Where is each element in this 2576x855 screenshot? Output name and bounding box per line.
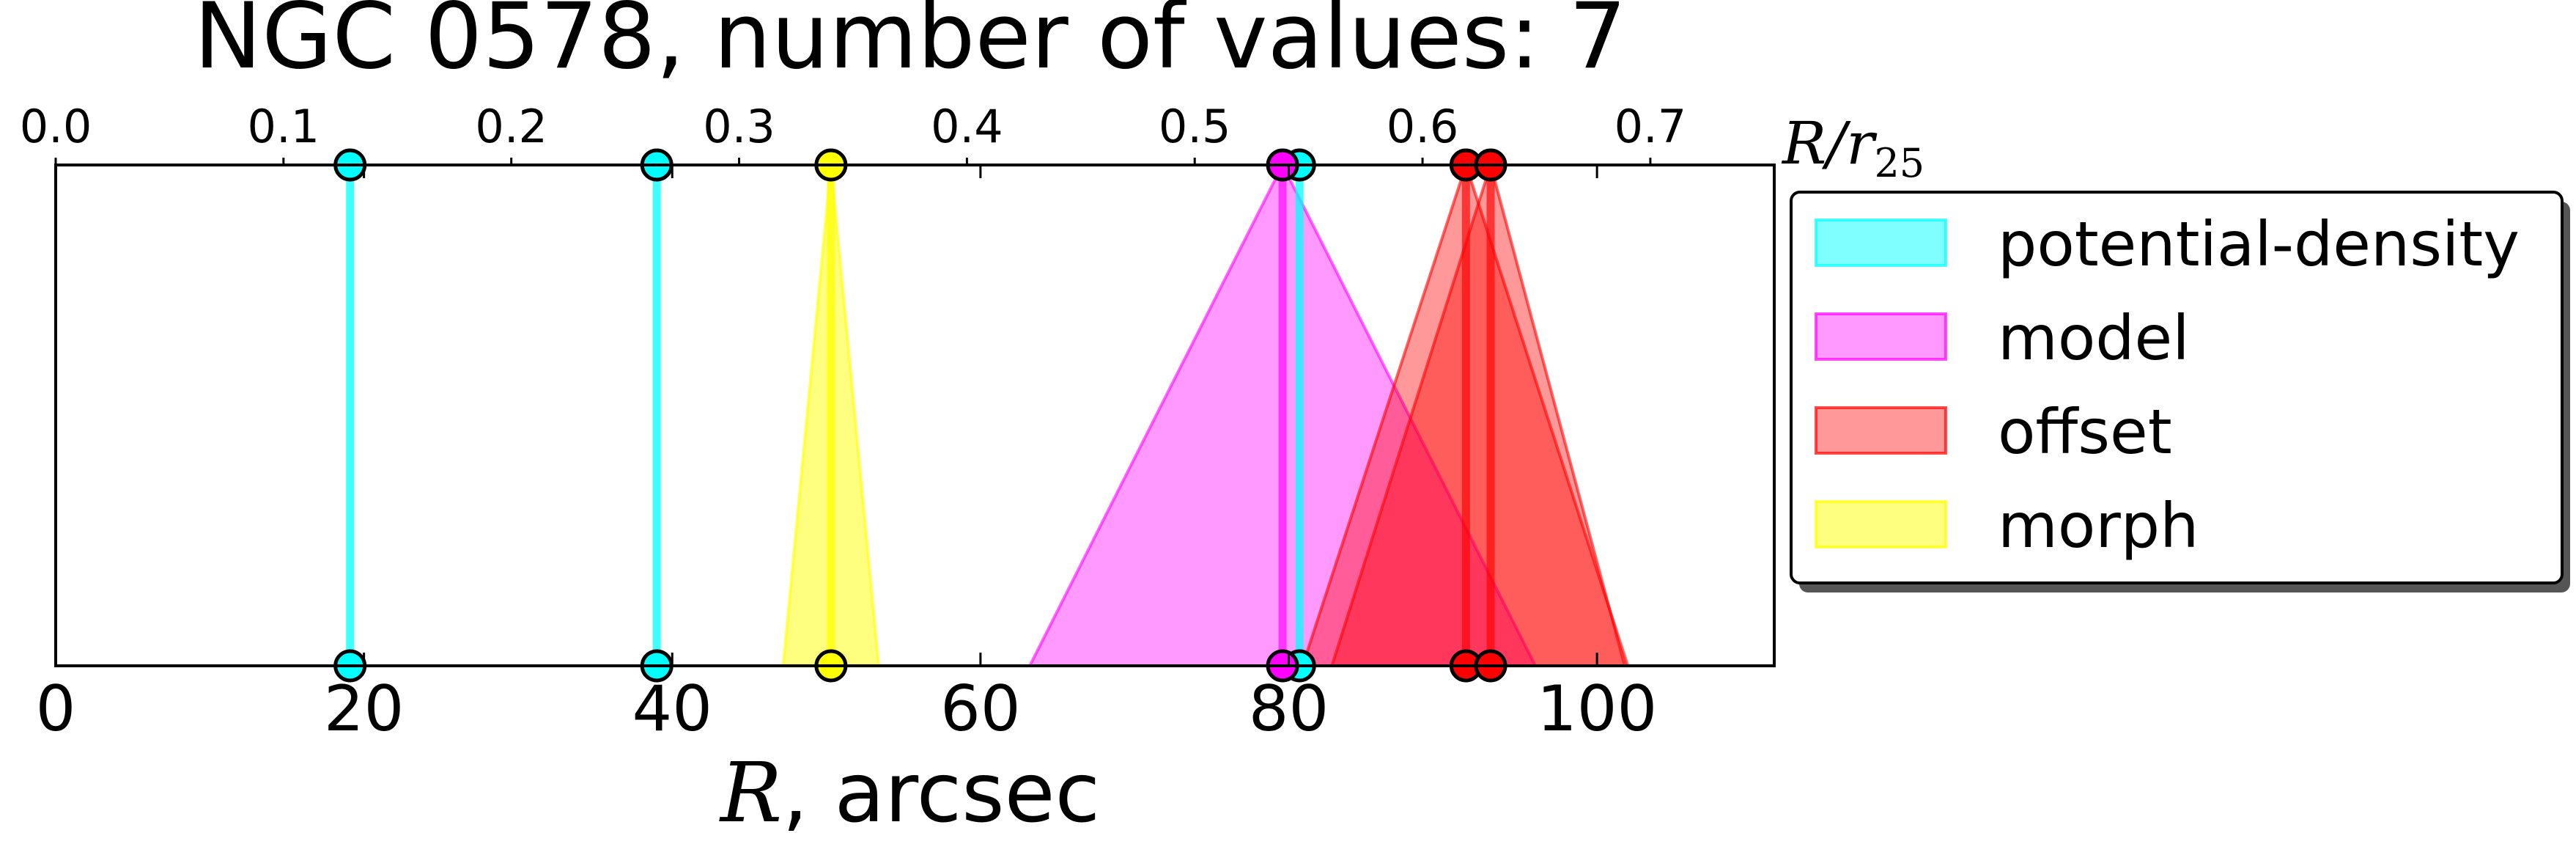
x2-tick-label: 0.1 xyxy=(248,100,320,153)
plot-lines xyxy=(346,165,1495,666)
top-axis-label: R/r25 xyxy=(1781,109,1924,186)
legend-box xyxy=(1790,191,2564,584)
legend-label: potential-density xyxy=(1998,208,2520,280)
x-tick-label: 100 xyxy=(1537,672,1657,746)
top-axis-label-main: R/r xyxy=(1781,109,1878,177)
plot-fills xyxy=(781,159,1630,667)
chart-title: NGC 0578, number of values: 7 xyxy=(194,0,1627,89)
legend: potential-density model offset morph xyxy=(1790,191,2570,592)
x-axis-label-symbol: R xyxy=(719,746,782,841)
x-tick-label: 20 xyxy=(324,672,404,746)
x2-tick-label: 0.2 xyxy=(475,100,547,153)
x-axis-label: R, arcsec xyxy=(719,746,1100,841)
top-axis: 0.0 0.1 0.2 0.3 0.4 0.5 0.6 0.7 xyxy=(20,100,1687,165)
x-tick-label: 0 xyxy=(36,672,76,746)
legend-swatch xyxy=(1815,406,1947,455)
top-axis-label-sub: 25 xyxy=(1874,140,1924,186)
plot-frame xyxy=(54,164,1776,667)
legend-swatch xyxy=(1815,312,1947,361)
x2-tick-label: 0.7 xyxy=(1614,100,1687,153)
x2-tick-label: 0.3 xyxy=(703,100,775,153)
x-tick-label: 60 xyxy=(940,672,1020,746)
x2-tick-label: 0.5 xyxy=(1159,100,1231,153)
x-tick-label: 40 xyxy=(632,672,712,746)
legend-swatch xyxy=(1815,500,1947,548)
x-tick-label: 80 xyxy=(1249,672,1329,746)
x2-tick-label: 0.0 xyxy=(20,100,92,153)
legend-label: model xyxy=(1998,302,2190,374)
legend-swatch xyxy=(1815,219,1947,267)
legend-label: morph xyxy=(1998,490,2199,562)
legend-label: offset xyxy=(1998,396,2172,468)
legend-entries: potential-density model offset morph xyxy=(1815,208,2520,562)
x-axis-label-unit: , arcsec xyxy=(782,746,1100,841)
x2-tick-label: 0.6 xyxy=(1387,100,1459,153)
x2-tick-label: 0.4 xyxy=(931,100,1003,153)
bottom-axis: 0 20 40 60 80 100 xyxy=(36,165,1657,746)
